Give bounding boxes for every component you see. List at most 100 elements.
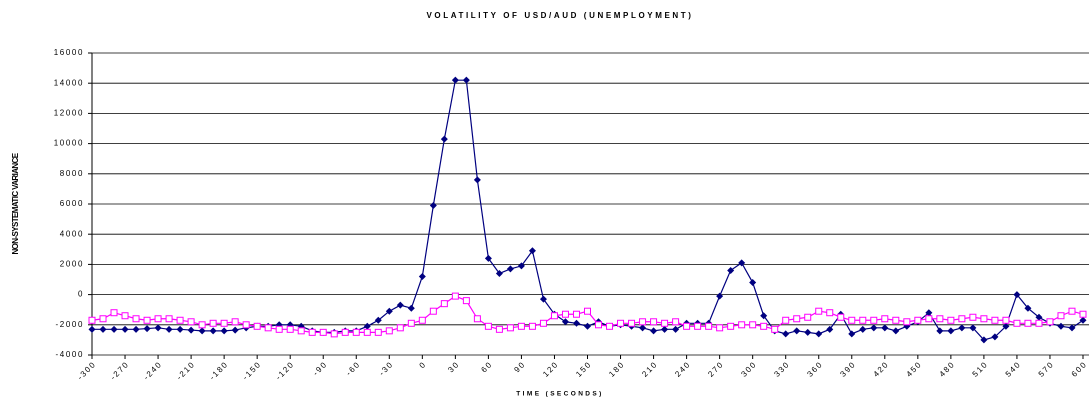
point (429, 307, 437, 315)
point (991, 333, 999, 341)
point (528, 322, 536, 330)
y-tick-label: -2000 (56, 320, 84, 329)
point (870, 316, 878, 324)
point (1079, 310, 1087, 318)
point (143, 316, 151, 324)
point (1035, 319, 1043, 327)
point (749, 279, 757, 287)
point (617, 319, 625, 327)
point (165, 315, 173, 323)
point (848, 330, 856, 338)
x-tick-label: 390 (838, 360, 857, 379)
y-tick-label: -4000 (56, 350, 84, 359)
point (308, 328, 316, 336)
point (925, 309, 933, 317)
point (88, 316, 96, 324)
point (639, 324, 647, 332)
point (859, 316, 867, 324)
point (1057, 322, 1065, 330)
x-tick-label: 300 (739, 360, 758, 379)
y-axis-label: NON-SYSTEMATIC VARIANCE (11, 152, 20, 254)
point (418, 316, 426, 324)
point (881, 324, 889, 332)
point (528, 247, 536, 255)
point (451, 292, 459, 300)
x-tick-label: 600 (1070, 360, 1089, 379)
point (903, 318, 911, 326)
x-tick-label: -150 (241, 360, 263, 382)
point (297, 327, 305, 335)
point (572, 319, 580, 327)
point (694, 322, 702, 330)
point (187, 326, 195, 334)
point (99, 325, 107, 333)
point (385, 307, 393, 315)
point (1002, 322, 1010, 330)
point (947, 327, 955, 335)
point (110, 325, 118, 333)
point (550, 312, 558, 320)
x-tick-label: 0 (418, 360, 429, 371)
point (1002, 316, 1010, 324)
point (132, 325, 140, 333)
point (242, 321, 250, 329)
point (639, 318, 647, 326)
point (738, 259, 746, 267)
point (132, 315, 140, 323)
point (220, 319, 228, 327)
point (561, 318, 569, 326)
point (1046, 318, 1054, 326)
x-tick-label: -30 (377, 360, 395, 378)
point (121, 325, 129, 333)
point (782, 330, 790, 338)
point (330, 330, 338, 338)
point (672, 325, 680, 333)
x-tick-label: 450 (905, 360, 924, 379)
point (451, 76, 459, 84)
point (506, 265, 514, 273)
point (407, 319, 415, 327)
point (892, 316, 900, 324)
x-tick-label: -180 (208, 360, 230, 382)
x-tick-label: 60 (479, 360, 494, 375)
point (749, 321, 757, 329)
y-tick-label: 12000 (54, 109, 84, 118)
point (606, 322, 614, 330)
point (793, 327, 801, 335)
point (936, 327, 944, 335)
point (209, 327, 217, 335)
point (209, 319, 217, 327)
point (826, 309, 834, 317)
point (231, 326, 239, 334)
point (848, 316, 856, 324)
y-tick-label: 10000 (54, 139, 84, 148)
point (110, 309, 118, 317)
point (672, 318, 680, 326)
point (198, 327, 206, 335)
point (121, 312, 129, 320)
point (517, 262, 525, 270)
y-tick-label: 16000 (54, 48, 84, 57)
point (198, 321, 206, 329)
point (363, 328, 371, 336)
x-tick-label: 420 (872, 360, 891, 379)
point (440, 135, 448, 143)
point (99, 315, 107, 323)
x-tick-label: 330 (772, 360, 791, 379)
y-tick-label: 14000 (54, 78, 84, 87)
point (440, 300, 448, 308)
point (220, 327, 228, 335)
point (771, 325, 779, 333)
point (716, 292, 724, 300)
point (396, 301, 404, 309)
x-tick-label: 570 (1037, 360, 1056, 379)
point (760, 322, 768, 330)
x-tick-label: 30 (446, 360, 461, 375)
x-tick-label: -300 (76, 360, 98, 382)
x-tick-label: -210 (175, 360, 197, 382)
x-tick-label: 240 (673, 360, 692, 379)
point (815, 330, 823, 338)
point (418, 272, 426, 280)
point (716, 324, 724, 332)
